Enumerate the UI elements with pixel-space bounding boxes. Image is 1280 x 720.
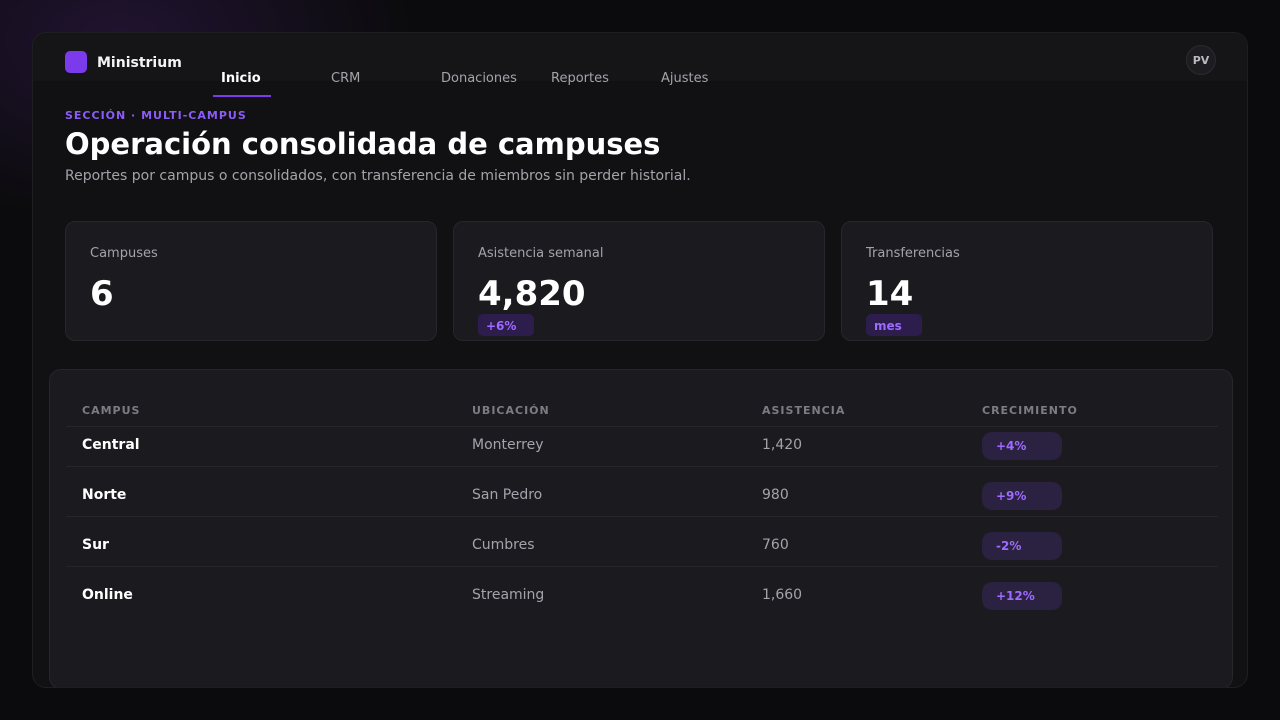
stat-badge: mes (866, 314, 922, 336)
nav-item-crm[interactable]: CRM (331, 71, 361, 86)
table-row[interactable]: Online Streaming 1,660 +12% (66, 566, 1218, 616)
section-eyebrow: SECCIÓN · MULTI-CAMPUS (65, 109, 247, 122)
cell-campus: Norte (82, 487, 127, 503)
active-tab-indicator (213, 95, 271, 97)
cell-attendance: 760 (762, 537, 789, 553)
campus-table: CAMPUS UBICACIÓN ASISTENCIA CRECIMIENTO … (49, 369, 1233, 687)
logo-icon (65, 51, 87, 73)
cell-campus: Online (82, 587, 133, 603)
cell-location: Cumbres (472, 537, 535, 553)
brand-name: Ministrium (97, 55, 182, 71)
cell-attendance: 1,420 (762, 437, 803, 453)
nav-item-donaciones[interactable]: Donaciones (441, 71, 517, 86)
cell-location: San Pedro (472, 487, 543, 503)
stat-label: Transferencias (866, 246, 960, 261)
stat-value: 4,820 (478, 274, 586, 314)
growth-badge: +9% (982, 482, 1062, 510)
stat-card-asistencia: Asistencia semanal 4,820 +6% (453, 221, 825, 341)
top-bar (33, 33, 1247, 81)
stat-label: Asistencia semanal (478, 246, 604, 261)
nav-item-reportes[interactable]: Reportes (551, 71, 609, 86)
table-row[interactable]: Central Monterrey 1,420 +4% (66, 426, 1218, 476)
growth-badge: +4% (982, 432, 1062, 460)
stat-card-campuses: Campuses 6 (65, 221, 437, 341)
cell-campus: Sur (82, 537, 109, 553)
growth-badge: +12% (982, 582, 1062, 610)
cell-attendance: 980 (762, 487, 789, 503)
app-window: Ministrium Inicio CRM Donaciones Reporte… (32, 32, 1248, 688)
cell-location: Monterrey (472, 437, 544, 453)
column-header-crecimiento[interactable]: CRECIMIENTO (982, 404, 1078, 417)
table-row[interactable]: Sur Cumbres 760 -2% (66, 516, 1218, 566)
page-subtitle: Reportes por campus o consolidados, con … (65, 168, 691, 184)
page-title: Operación consolidada de campuses (65, 127, 661, 161)
stat-value: 14 (866, 274, 914, 314)
cell-attendance: 1,660 (762, 587, 803, 603)
stat-badge: +6% (478, 314, 534, 336)
avatar[interactable]: PV (1186, 45, 1216, 75)
table-row[interactable]: Norte San Pedro 980 +9% (66, 466, 1218, 516)
column-header-asistencia[interactable]: ASISTENCIA (762, 404, 846, 417)
column-header-ubicacion[interactable]: UBICACIÓN (472, 404, 550, 417)
growth-badge: -2% (982, 532, 1062, 560)
stat-value: 6 (90, 274, 114, 314)
nav-item-ajustes[interactable]: Ajustes (661, 71, 709, 86)
nav-item-inicio[interactable]: Inicio (221, 71, 261, 86)
stat-card-transferencias: Transferencias 14 mes (841, 221, 1213, 341)
column-header-campus[interactable]: CAMPUS (82, 404, 141, 417)
stat-label: Campuses (90, 246, 158, 261)
cell-campus: Central (82, 437, 140, 453)
cell-location: Streaming (472, 587, 545, 603)
